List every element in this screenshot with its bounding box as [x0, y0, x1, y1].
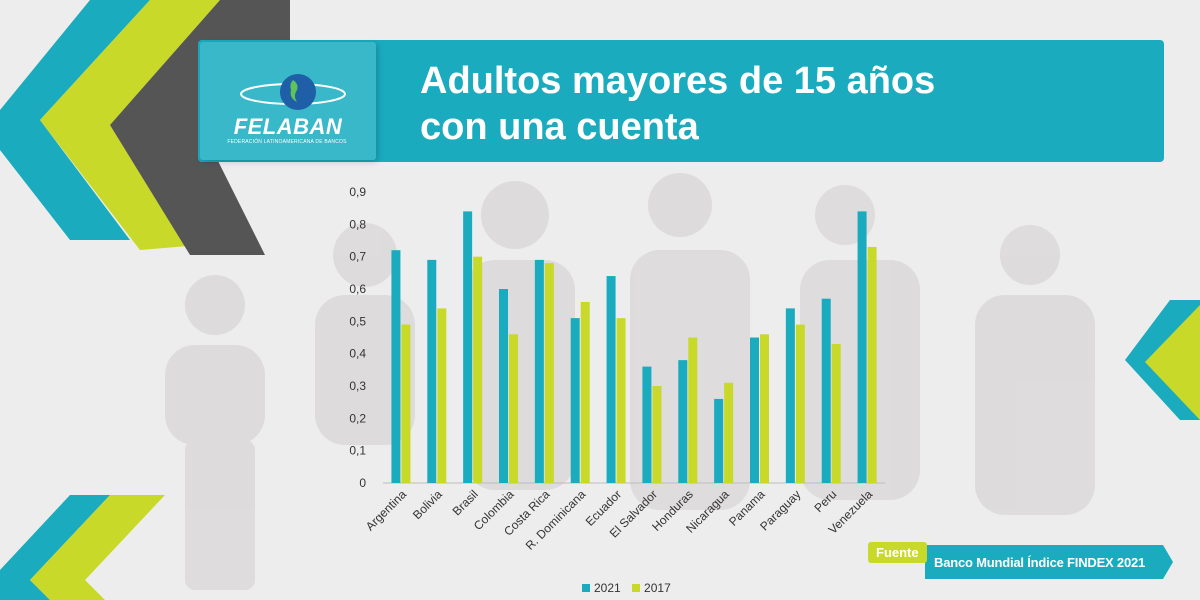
- source-text: Banco Mundial Índice FINDEX 2021: [934, 555, 1146, 570]
- y-tick-label: 0,9: [349, 185, 366, 199]
- legend-label-2017: 2017: [644, 580, 671, 595]
- legend-label-2021: 2021: [594, 580, 621, 595]
- y-tick-label: 0,1: [349, 444, 366, 458]
- bar-2021-bolivia: [427, 259, 437, 483]
- person-body: [975, 295, 1095, 515]
- bar-2017-colombia: [509, 334, 518, 483]
- bar-2017-venezuela: [867, 246, 877, 483]
- y-tick-label: 0,5: [349, 314, 366, 328]
- y-tick-label: 0,7: [349, 250, 366, 264]
- bar-2017-nicaragua: [724, 382, 734, 483]
- bar-2017-peru: [831, 343, 841, 483]
- y-tick-label: 0: [359, 476, 366, 490]
- bar-2021-paraguay: [785, 308, 795, 483]
- x-tick-label: Argentina: [363, 487, 409, 533]
- chart-legend: 2021 2017: [582, 580, 679, 595]
- person-body: [315, 295, 415, 445]
- bar-2017-panama: [760, 334, 769, 483]
- legend-item-2021: 2021: [582, 580, 621, 595]
- bar-2021-argentina: [391, 250, 401, 483]
- bar-2021-colombia: [499, 289, 508, 483]
- bar-2017-honduras: [688, 337, 698, 483]
- globe-icon: [240, 74, 346, 110]
- bar-2017-brasil: [473, 256, 483, 483]
- x-tick-label: Brasil: [450, 487, 481, 518]
- bar-2021-peru: [821, 298, 831, 483]
- bar-2021-ecuador: [606, 276, 616, 483]
- source-banner: [925, 545, 1173, 579]
- teal-chevron-bottom: [0, 495, 110, 600]
- bar-2017-r-dominicana: [580, 301, 590, 483]
- bar-2021-panama: [750, 337, 759, 483]
- teal-chevron-left: [0, 0, 150, 240]
- x-tick-label: Bolivia: [410, 487, 445, 522]
- person-head: [333, 223, 397, 287]
- person-head: [1000, 225, 1060, 285]
- bar-2021-honduras: [678, 360, 688, 483]
- person-legs: [185, 440, 255, 590]
- bar-2017-costa-rica: [544, 263, 554, 483]
- x-tick-label: Peru: [812, 487, 840, 515]
- person-head: [185, 275, 245, 335]
- bar-2017-paraguay: [795, 324, 805, 483]
- source-tag: Fuente: [868, 542, 927, 563]
- legend-swatch-2017: [632, 583, 641, 592]
- bar-2021-r-dominicana: [570, 318, 580, 483]
- logo-subtitle: FEDERACIÓN LATINOAMERICANA DE BANCOS: [227, 139, 347, 145]
- y-tick-label: 0,8: [349, 217, 366, 231]
- lime-chevron-left: [40, 0, 220, 250]
- title-line-1: Adultos mayores de 15 años: [420, 60, 936, 102]
- y-tick-label: 0,3: [349, 379, 366, 393]
- legend-item-2017: 2017: [632, 580, 671, 595]
- bar-2017-argentina: [401, 324, 411, 483]
- bar-2017-el-salvador: [652, 386, 662, 483]
- bar-2017-ecuador: [616, 318, 626, 483]
- person-body: [165, 345, 265, 445]
- logo-name: FELABAN: [233, 114, 343, 139]
- y-tick-label: 0,6: [349, 282, 366, 296]
- bar-2021-nicaragua: [714, 398, 724, 483]
- person-head: [648, 173, 712, 237]
- bar-2017-bolivia: [437, 308, 447, 483]
- title-line-2: con una cuenta: [420, 106, 699, 148]
- bar-2021-el-salvador: [642, 366, 652, 483]
- page-title: Adultos mayores de 15 años con una cuent…: [420, 58, 935, 150]
- y-tick-label: 0,4: [349, 347, 366, 361]
- bar-2021-costa-rica: [534, 259, 544, 483]
- person-head: [481, 181, 549, 249]
- y-tick-label: 0,2: [349, 411, 366, 425]
- lime-chevron-bottom: [30, 495, 165, 600]
- legend-swatch-2021: [582, 583, 590, 592]
- lime-chevron-right: [1145, 305, 1200, 420]
- bar-2021-venezuela: [857, 211, 867, 483]
- bar-2021-brasil: [463, 211, 473, 483]
